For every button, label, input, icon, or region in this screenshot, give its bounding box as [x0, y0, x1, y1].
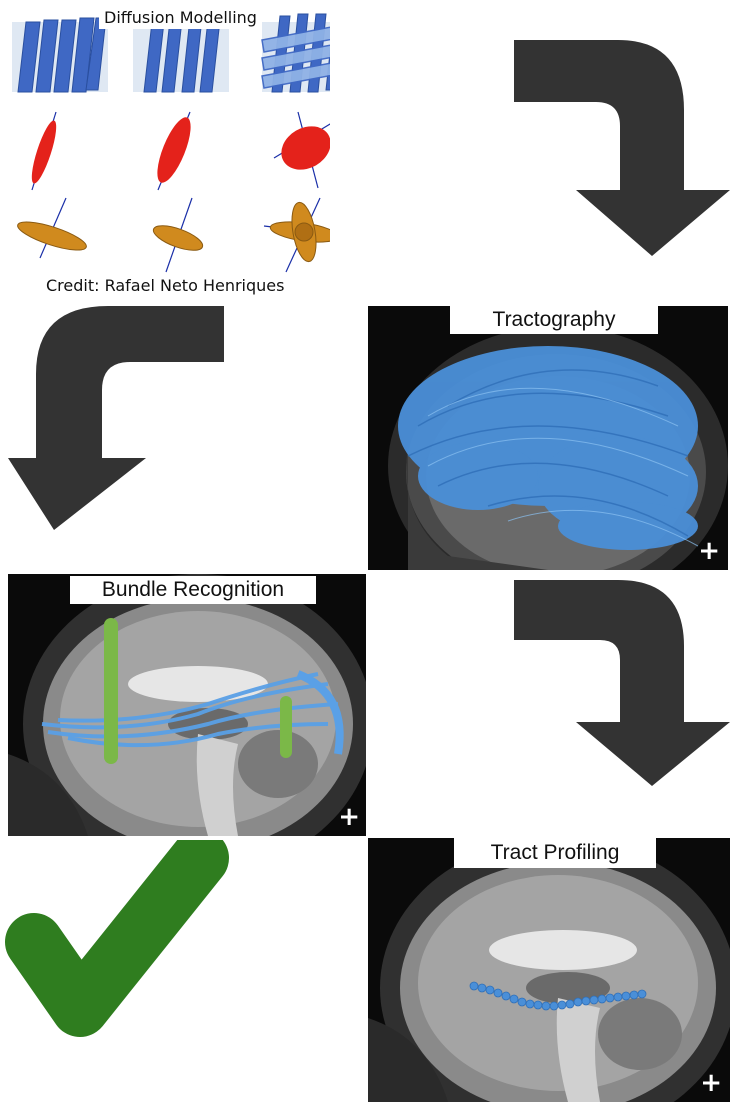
bundle-recognition-brain-image	[8, 574, 366, 836]
arrow-down-right-icon	[514, 40, 730, 256]
tractography-panel: Tractography +	[368, 306, 728, 570]
bundle-recognition-panel: Bundle Recognition +	[8, 574, 366, 836]
plus-icon: +	[698, 536, 720, 566]
diffusion-modelling-title: Diffusion Modelling	[104, 8, 257, 27]
diffusion-modelling-illustration	[12, 7, 361, 273]
plus-icon: +	[700, 1068, 722, 1098]
checkmark-icon	[5, 840, 229, 1037]
arrow-down-right-icon	[514, 580, 730, 786]
tract-profiling-brain-image	[368, 838, 730, 1102]
tractography-label: Tractography	[450, 306, 658, 334]
plus-icon: +	[338, 802, 360, 832]
tract-profiling-panel: Tract Profiling +	[368, 838, 730, 1102]
diffusion-modelling-figure: Diffusion Modelling Credit: Rafael Neto …	[0, 0, 361, 300]
image-credit: Credit: Rafael Neto Henriques	[46, 276, 285, 295]
tractography-brain-image	[388, 326, 728, 570]
tract-profiling-label: Tract Profiling	[454, 838, 656, 868]
bundle-recognition-label: Bundle Recognition	[70, 576, 316, 604]
arrow-down-left-icon	[8, 306, 224, 530]
